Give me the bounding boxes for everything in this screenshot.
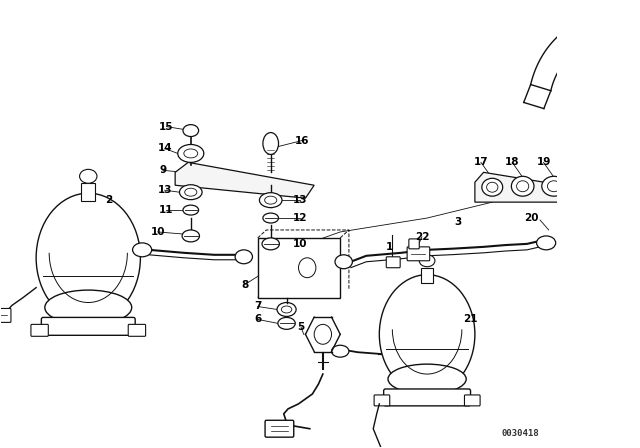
Text: 16: 16	[295, 136, 309, 146]
Text: 14: 14	[157, 143, 172, 154]
FancyBboxPatch shape	[383, 389, 470, 406]
Ellipse shape	[511, 177, 534, 196]
Text: 6: 6	[254, 314, 261, 324]
Ellipse shape	[536, 236, 556, 250]
FancyBboxPatch shape	[374, 395, 390, 406]
Ellipse shape	[79, 169, 97, 183]
Ellipse shape	[380, 275, 475, 394]
Ellipse shape	[263, 133, 278, 155]
Ellipse shape	[278, 318, 295, 329]
Ellipse shape	[179, 185, 202, 200]
FancyBboxPatch shape	[128, 324, 146, 336]
Text: 22: 22	[415, 232, 429, 242]
Ellipse shape	[542, 177, 566, 196]
Text: 11: 11	[159, 205, 173, 215]
Text: 17: 17	[474, 157, 488, 168]
Polygon shape	[175, 162, 314, 198]
FancyBboxPatch shape	[42, 318, 135, 335]
Text: 5: 5	[298, 323, 305, 332]
Ellipse shape	[185, 188, 197, 196]
Text: 3: 3	[454, 217, 461, 227]
Text: 19: 19	[536, 157, 550, 168]
Ellipse shape	[132, 243, 152, 257]
Text: 12: 12	[293, 213, 307, 223]
Text: 18: 18	[505, 157, 520, 168]
FancyBboxPatch shape	[387, 257, 400, 268]
FancyBboxPatch shape	[0, 309, 11, 323]
Text: 21: 21	[463, 314, 478, 324]
Text: 8: 8	[241, 280, 248, 289]
Ellipse shape	[277, 302, 296, 316]
Ellipse shape	[259, 193, 282, 207]
Text: 10: 10	[293, 239, 307, 249]
Text: 1: 1	[386, 242, 394, 252]
Text: 9: 9	[159, 165, 166, 175]
Text: 2: 2	[106, 195, 113, 205]
Ellipse shape	[263, 213, 278, 223]
Bar	[421, 268, 433, 283]
Circle shape	[314, 324, 332, 344]
Ellipse shape	[264, 196, 276, 204]
Ellipse shape	[183, 125, 198, 137]
Ellipse shape	[235, 250, 252, 264]
Text: 7: 7	[254, 302, 261, 311]
Text: 10: 10	[150, 227, 165, 237]
Ellipse shape	[178, 145, 204, 162]
Bar	[258, 238, 340, 297]
Ellipse shape	[419, 255, 435, 267]
Ellipse shape	[45, 290, 132, 325]
Bar	[81, 183, 95, 201]
Ellipse shape	[486, 182, 498, 192]
Ellipse shape	[547, 181, 561, 192]
Text: 13: 13	[157, 185, 172, 195]
Ellipse shape	[36, 193, 140, 323]
Text: 13: 13	[293, 195, 307, 205]
Ellipse shape	[262, 238, 280, 250]
Ellipse shape	[516, 181, 529, 192]
Ellipse shape	[184, 149, 198, 158]
Ellipse shape	[482, 178, 502, 196]
Ellipse shape	[183, 205, 198, 215]
Ellipse shape	[388, 364, 466, 394]
Ellipse shape	[282, 306, 292, 313]
FancyBboxPatch shape	[31, 324, 48, 336]
FancyBboxPatch shape	[265, 420, 294, 437]
Ellipse shape	[182, 230, 200, 242]
Text: 15: 15	[159, 121, 173, 132]
Ellipse shape	[332, 345, 349, 357]
Text: 0030418: 0030418	[501, 429, 539, 438]
FancyBboxPatch shape	[465, 395, 480, 406]
FancyBboxPatch shape	[407, 247, 429, 261]
FancyBboxPatch shape	[409, 239, 419, 249]
Circle shape	[298, 258, 316, 278]
Polygon shape	[475, 172, 605, 202]
Ellipse shape	[335, 255, 353, 269]
Text: 20: 20	[524, 213, 539, 223]
